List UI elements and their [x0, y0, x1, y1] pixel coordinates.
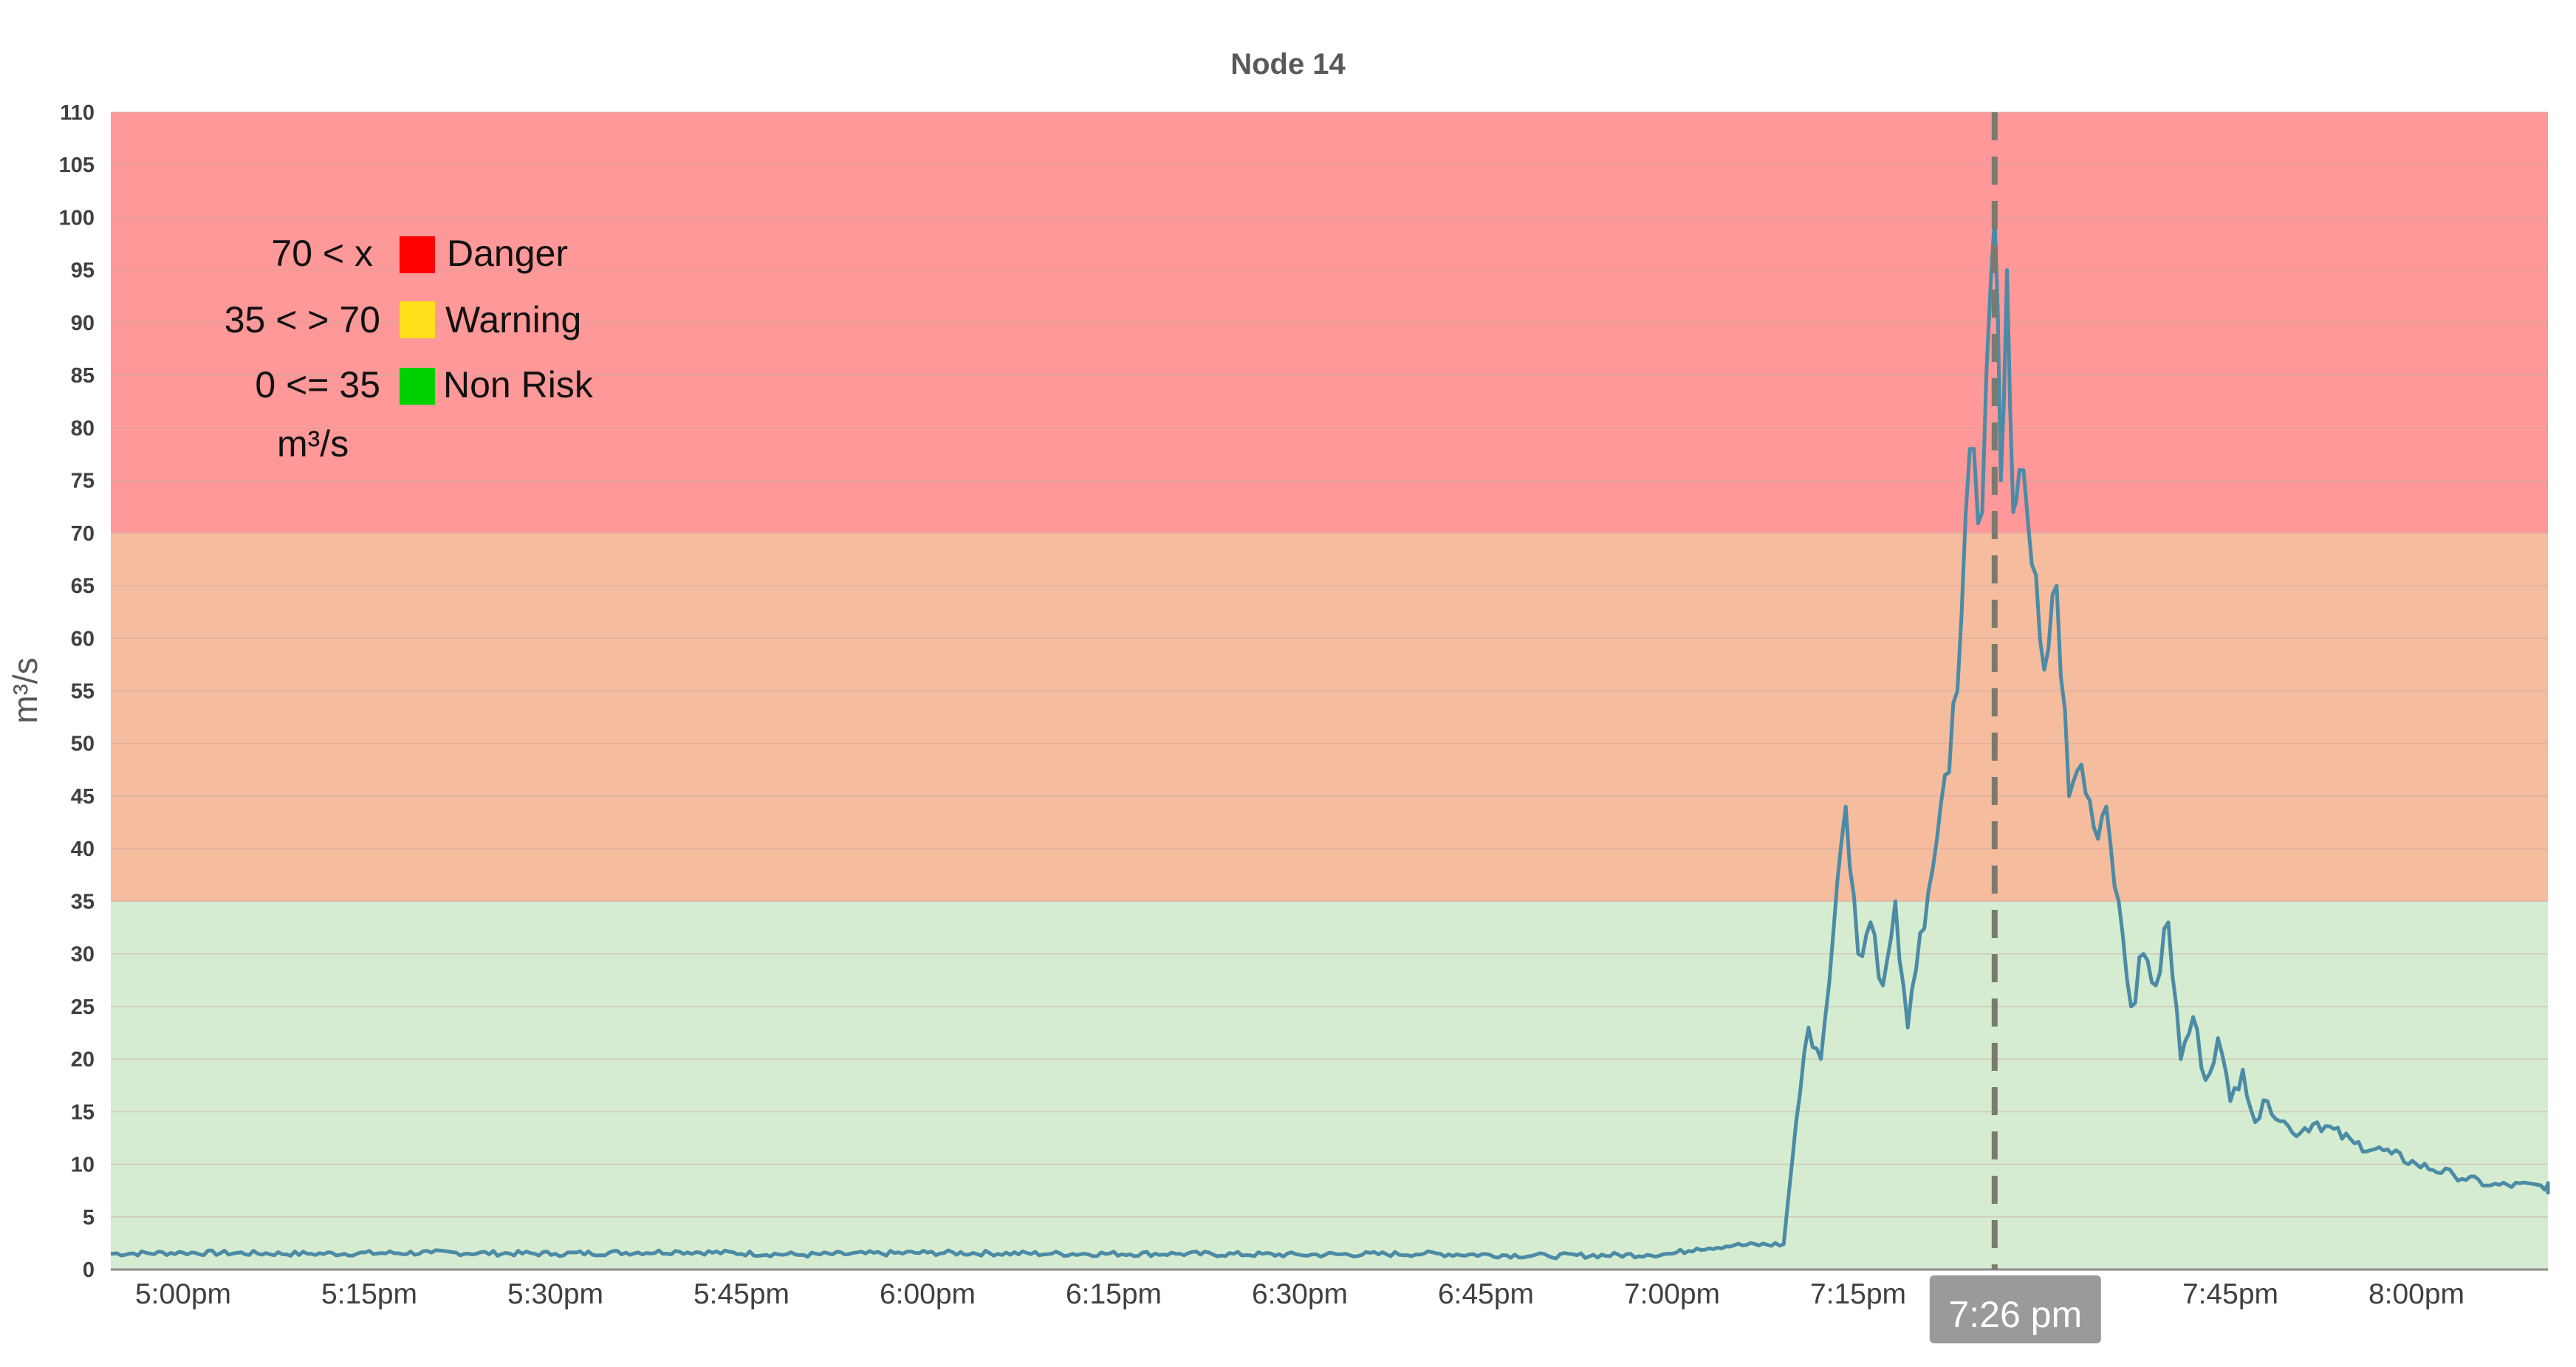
- y-tick-label: 50: [71, 733, 95, 756]
- legend-unit: m³/s: [277, 423, 349, 465]
- y-tick-label: 0: [83, 1258, 95, 1282]
- x-tick-label: 6:15pm: [1066, 1278, 1162, 1310]
- y-tick-label: 35: [71, 890, 95, 914]
- x-tick-label: 8:00pm: [2368, 1278, 2464, 1310]
- x-axis-ticks: 5:00pm 5:15pm 5:30pm 5:45pm 6:00pm 6:15pm 6:30…: [135, 1278, 2464, 1310]
- legend-range-danger: 70 < x: [271, 233, 373, 274]
- y-tick-label: 30: [71, 943, 95, 967]
- marker-label-box: [1929, 1275, 2101, 1343]
- y-tick-label: 25: [71, 996, 95, 1019]
- y-tick-label: 55: [71, 680, 95, 704]
- y-tick-label: 90: [71, 312, 95, 335]
- y-tick-label: 65: [71, 575, 95, 598]
- legend-label-danger: Danger: [447, 233, 568, 274]
- x-tick-label: 7:45pm: [2182, 1278, 2278, 1310]
- risk-band-1: [111, 532, 2548, 902]
- y-tick-label: 70: [71, 522, 95, 546]
- y-tick-label: 110: [60, 101, 95, 125]
- x-tick-label: 5:00pm: [135, 1278, 231, 1310]
- y-tick-label: 10: [71, 1154, 95, 1177]
- x-tick-label: 7:00pm: [1624, 1278, 1720, 1310]
- x-tick-label: 6:45pm: [1438, 1278, 1534, 1310]
- x-tick-label: 5:15pm: [321, 1278, 417, 1310]
- y-tick-label: 85: [71, 364, 95, 388]
- x-tick-label: 6:00pm: [880, 1278, 976, 1310]
- legend-swatch-nonrisk: [400, 368, 435, 405]
- y-tick-label: 80: [71, 417, 95, 440]
- x-tick-label: 6:30pm: [1252, 1278, 1348, 1310]
- y-tick-label: 40: [71, 837, 95, 861]
- y-axis-ticks: 0 5 10 15 20 25 30 35 40 45 50 55 60 65 70 75 80 85 90 95 10…: [59, 101, 95, 1282]
- x-tick-label: 5:45pm: [693, 1278, 789, 1310]
- series-line: [111, 216, 2550, 1261]
- y-tick-label: 45: [71, 785, 95, 809]
- legend-swatch-warning: [400, 301, 435, 338]
- legend-range-nonrisk: 0 <= 35: [255, 364, 380, 405]
- y-tick-label: 75: [71, 470, 95, 493]
- chart-title: Node 14: [1230, 48, 1346, 80]
- y-axis-label: m³/s: [6, 657, 44, 723]
- y-tick-label: 95: [71, 259, 95, 283]
- grid-lines: [111, 112, 2548, 1270]
- x-tick-label: 5:30pm: [507, 1278, 603, 1310]
- risk-band-2: [111, 901, 2548, 1270]
- y-tick-label: 100: [59, 206, 95, 230]
- legend-label-nonrisk: Non Risk: [443, 364, 594, 405]
- y-tick-label: 105: [59, 154, 95, 177]
- marker-label: 7:26 pm: [1948, 1294, 2082, 1335]
- time-marker: 7:26 pm: [1929, 112, 2101, 1343]
- y-tick-label: 20: [71, 1048, 95, 1072]
- legend: 70 < x Danger 35 < > 70 Warning 0 <= 35 …: [225, 233, 594, 465]
- y-tick-label: 60: [71, 627, 95, 651]
- y-tick-label: 15: [71, 1100, 95, 1124]
- legend-swatch-danger: [400, 236, 435, 273]
- legend-label-warning: Warning: [445, 299, 581, 340]
- y-tick-label: 5: [83, 1206, 95, 1230]
- x-tick-label: 7:15pm: [1810, 1278, 1906, 1310]
- legend-range-warning: 35 < > 70: [225, 299, 380, 340]
